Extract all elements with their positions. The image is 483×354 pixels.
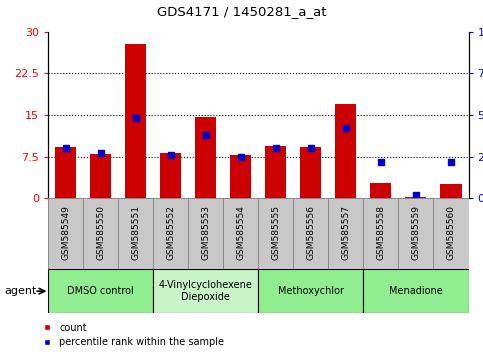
Text: agent: agent (5, 286, 37, 296)
Point (97, 150, 105, 156)
Point (202, 132, 210, 138)
Point (237, 154, 245, 159)
Text: Methoxychlor: Methoxychlor (278, 286, 344, 296)
Bar (188, 198, 223, 269)
Point (377, 159, 385, 165)
Bar (118, 198, 154, 269)
Bar (398, 198, 434, 269)
Text: GSM585550: GSM585550 (96, 205, 105, 260)
Point (272, 145, 280, 151)
Bar (294, 198, 328, 269)
Bar (328, 198, 363, 269)
Bar (223, 198, 258, 269)
Text: GDS4171 / 1450281_a_at: GDS4171 / 1450281_a_at (157, 5, 326, 18)
Bar (126, 44, 146, 198)
Bar (258, 269, 364, 313)
Bar (405, 196, 426, 198)
Bar (364, 198, 398, 269)
Bar (230, 155, 251, 198)
Bar (195, 117, 216, 198)
Point (62, 145, 70, 151)
Point (307, 145, 315, 151)
Text: GSM585556: GSM585556 (306, 205, 315, 260)
Bar (48, 269, 154, 313)
Bar (440, 184, 462, 198)
Text: 4-Vinylcyclohexene
Diepoxide: 4-Vinylcyclohexene Diepoxide (159, 280, 253, 302)
Point (132, 115, 140, 121)
Bar (154, 269, 258, 313)
Text: GSM585551: GSM585551 (131, 205, 141, 260)
Bar (84, 198, 118, 269)
Point (342, 126, 350, 131)
Text: Menadione: Menadione (389, 286, 443, 296)
Bar (154, 198, 188, 269)
Text: GSM585559: GSM585559 (412, 205, 421, 260)
Bar (266, 145, 286, 198)
Bar (300, 147, 322, 198)
Text: DMSO control: DMSO control (68, 286, 134, 296)
Bar (56, 147, 76, 198)
Bar (364, 269, 469, 313)
Bar (335, 104, 356, 198)
Text: GSM585558: GSM585558 (376, 205, 385, 260)
Bar (370, 183, 391, 198)
Text: GSM585554: GSM585554 (236, 205, 245, 260)
Point (447, 159, 455, 165)
Text: GSM585560: GSM585560 (446, 205, 455, 260)
Bar (90, 154, 111, 198)
Bar (434, 198, 469, 269)
Legend: count, percentile rank within the sample: count, percentile rank within the sample (43, 322, 224, 347)
Point (412, 192, 420, 198)
Bar (160, 153, 182, 198)
Text: GSM585557: GSM585557 (341, 205, 351, 260)
Text: GSM585552: GSM585552 (166, 205, 175, 260)
Text: GSM585555: GSM585555 (271, 205, 281, 260)
Text: GSM585553: GSM585553 (201, 205, 211, 260)
Bar (48, 198, 84, 269)
Bar (258, 198, 293, 269)
Point (167, 152, 175, 158)
Text: GSM585549: GSM585549 (61, 205, 71, 260)
